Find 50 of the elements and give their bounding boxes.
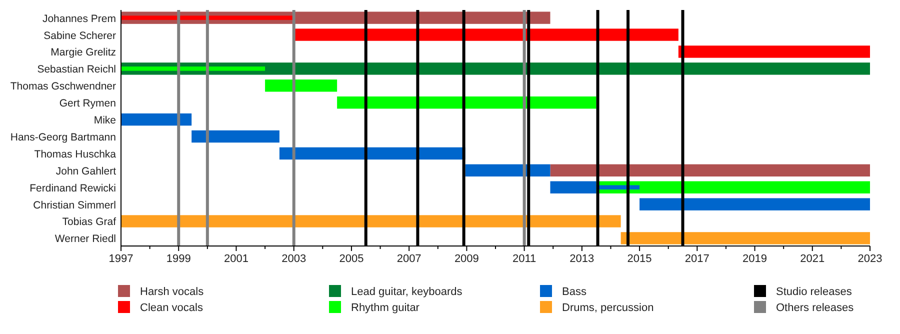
bar [279, 147, 466, 160]
y-tick-label: Gert Rymen [59, 98, 116, 110]
x-tick-label: 2021 [800, 253, 825, 265]
legend-label: Lead guitar, keyboards [351, 286, 463, 298]
x-tick-label: 2013 [570, 253, 594, 265]
bar [265, 80, 338, 92]
y-tick-label: Thomas Huschka [34, 148, 116, 160]
bar [640, 198, 870, 210]
y-tick-label: Sebastian Reichl [37, 64, 116, 76]
bar [121, 66, 266, 71]
y-tick-label: Mike [94, 114, 116, 127]
bar [121, 113, 192, 126]
bar [121, 16, 294, 20]
legend-label: Clean vocals [140, 302, 204, 314]
y-tick-label: Johannes Prem [42, 12, 116, 25]
y-tick-label: Christian Simmerl [33, 199, 116, 212]
legend-label: Harsh vocals [140, 286, 204, 298]
bar [192, 130, 280, 143]
y-tick-label: Hans-Georg Bartmann [10, 131, 116, 144]
x-tick-label: 2019 [742, 253, 768, 265]
bar [550, 164, 870, 176]
y-tick-label: Werner Riedl [54, 233, 116, 246]
bar [678, 46, 870, 58]
bar [620, 232, 870, 244]
x-tick-label: 1999 [166, 253, 191, 265]
x-tick-label: 2005 [339, 253, 364, 265]
legend-label: Drums, percussion [562, 302, 654, 314]
y-tick-label: Thomas Gschwendner [10, 80, 116, 93]
x-tick-label: 2007 [396, 253, 422, 265]
legend-label: Bass [562, 286, 587, 298]
y-tick-label: Tobias Graf [62, 216, 116, 228]
y-tick-label: John Gahlert [56, 165, 116, 178]
x-tick-label: 2023 [858, 253, 882, 265]
x-tick-label: 2017 [684, 253, 710, 265]
legend-label: Studio releases [776, 286, 852, 298]
x-tick-label: 1997 [108, 253, 134, 265]
legend-label: Others releases [776, 302, 854, 314]
x-tick-label: 2015 [627, 253, 652, 265]
y-tick-label: Sabine Scherer [44, 30, 116, 42]
legend-label: Rhythm guitar [351, 302, 420, 314]
bar [337, 96, 596, 109]
y-tick-label: Margie Grelitz [50, 46, 116, 59]
bar [465, 164, 550, 176]
x-tick-label: 2003 [282, 253, 306, 265]
bar [550, 181, 596, 194]
y-tick-label: Ferdinand Rewicki [30, 182, 116, 194]
x-tick-label: 2001 [224, 253, 248, 265]
x-tick-label: 2011 [512, 253, 536, 265]
bar [294, 28, 678, 41]
x-tick-label: 2009 [454, 253, 479, 265]
